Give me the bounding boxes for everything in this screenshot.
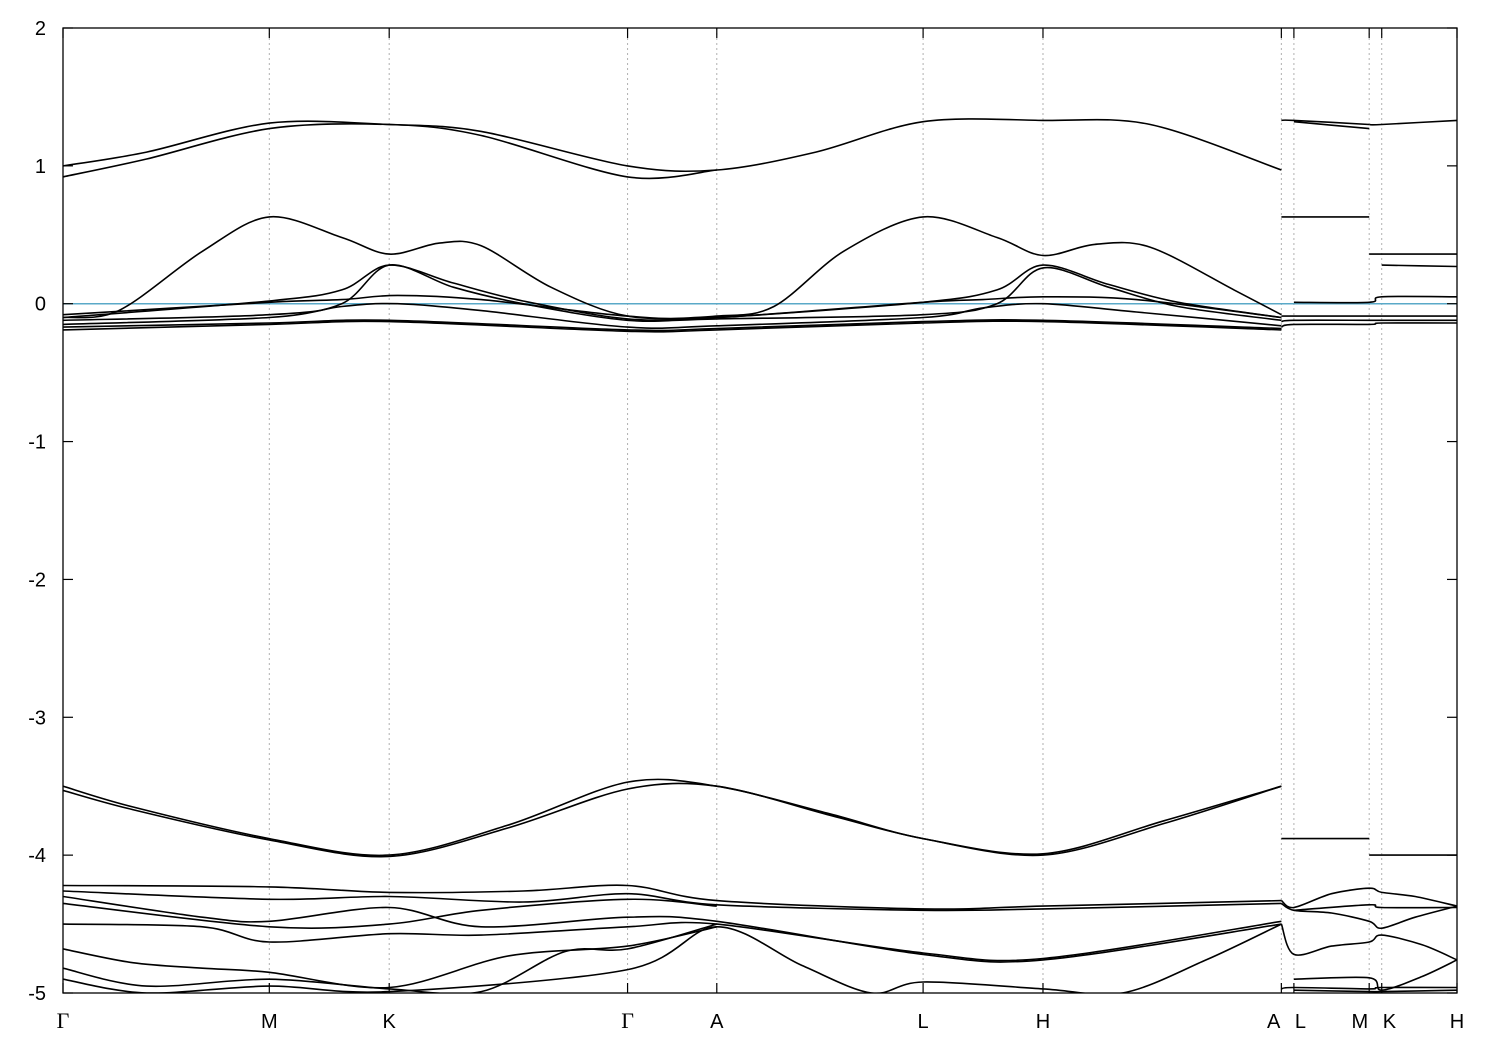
band-line bbox=[63, 302, 1282, 330]
kpoint-gridlines bbox=[268, 28, 1383, 993]
plot-frame bbox=[62, 27, 1458, 994]
band-line bbox=[1381, 264, 1457, 268]
ytick-label: -1 bbox=[28, 432, 46, 454]
band-line bbox=[63, 895, 1282, 963]
band-line bbox=[63, 294, 1282, 320]
xtick-label: K bbox=[1383, 1011, 1397, 1033]
band-line bbox=[63, 123, 717, 180]
bands-layer bbox=[63, 118, 1457, 993]
ytick-label: 0 bbox=[35, 294, 46, 316]
band-line bbox=[63, 890, 1282, 912]
band-line bbox=[63, 778, 1282, 857]
xtick-label: Γ bbox=[621, 1008, 634, 1033]
ytick-label: 2 bbox=[35, 18, 46, 40]
ytick-label: -4 bbox=[28, 845, 46, 867]
band-line bbox=[63, 884, 1282, 910]
band-line bbox=[1281, 119, 1370, 126]
band-line bbox=[63, 264, 1282, 323]
xtick-label: A bbox=[710, 1011, 724, 1033]
ytick-label: -5 bbox=[28, 983, 46, 1005]
band-line bbox=[63, 319, 1282, 332]
band-line bbox=[63, 923, 718, 993]
band-line bbox=[63, 782, 1282, 858]
xtick-label: M bbox=[1352, 1011, 1369, 1033]
band-line bbox=[63, 920, 1282, 962]
band-line bbox=[1281, 322, 1457, 328]
band-line bbox=[63, 923, 1282, 993]
band-line bbox=[1293, 903, 1457, 912]
xtick-label: K bbox=[383, 1011, 397, 1033]
band-line bbox=[1293, 989, 1457, 993]
band-line bbox=[63, 320, 1282, 333]
band-line bbox=[1280, 923, 1457, 961]
axes-layer bbox=[62, 27, 1458, 994]
ytick-label: -2 bbox=[28, 569, 46, 591]
band-line bbox=[63, 898, 717, 929]
ytick-label: 1 bbox=[35, 156, 46, 178]
band-line bbox=[1281, 319, 1457, 323]
xtick-label: M bbox=[261, 1011, 278, 1033]
band-line bbox=[1369, 119, 1457, 126]
xtick-label: L bbox=[1295, 1011, 1306, 1033]
xtick-label: Γ bbox=[57, 1008, 70, 1033]
xtick-label: A bbox=[1267, 1011, 1281, 1033]
band-line bbox=[1280, 887, 1457, 909]
band-line bbox=[63, 118, 1282, 173]
ytick-label: -3 bbox=[28, 707, 46, 729]
band-line bbox=[63, 264, 1282, 322]
xtick-label: H bbox=[1450, 1011, 1464, 1033]
band-line bbox=[1293, 120, 1370, 130]
xtick-label: H bbox=[1036, 1011, 1050, 1033]
band-line bbox=[63, 926, 717, 989]
band-line bbox=[1293, 959, 1457, 992]
band-line bbox=[1293, 295, 1457, 304]
xtick-label: L bbox=[918, 1011, 929, 1033]
